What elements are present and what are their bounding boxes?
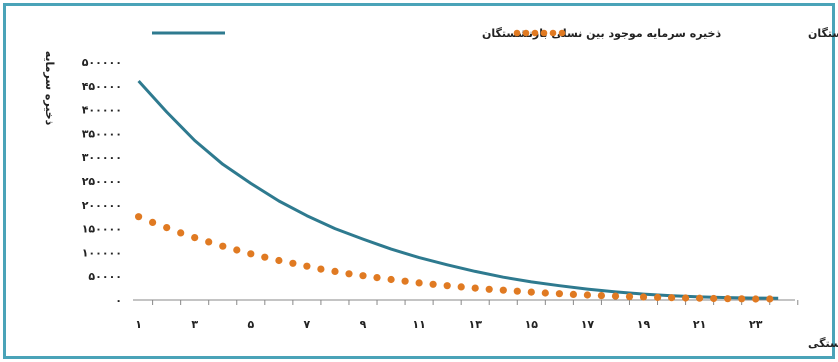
series-point-optimal: [569, 290, 578, 298]
series-point-optimal: [205, 238, 213, 246]
series-point-optimal: [247, 250, 255, 258]
x-ticks: ۱ ۳ ۵ ۷ ۹ ۱۱ ۱۳ ۱۵ ۱۷ ۱۹ ۲۱ ۲۳: [135, 300, 799, 331]
legend-swatch-dotted: [513, 29, 566, 37]
series-point-optimal: [387, 275, 395, 284]
x-tick-label: ۱: [135, 318, 142, 331]
series-point-optimal: [373, 274, 381, 282]
series-point-optimal: [513, 287, 521, 295]
series-point-optimal: [611, 292, 620, 300]
series-point-optimal: [149, 218, 157, 226]
series-point-optimal: [696, 294, 704, 302]
series-point-optimal: [738, 295, 746, 303]
series-point-optimal: [541, 289, 549, 297]
y-tick-label: ۴۰۰۰۰۰: [82, 104, 122, 117]
y-tick-label: ۲۰۰۰۰۰: [82, 199, 122, 212]
series-point-optimal: [485, 285, 493, 293]
y-tick-label: ۴۵۰۰۰۰: [82, 80, 122, 93]
legend: ذخیره سرمایه موجود بین نسلی بازنشستگان ذ…: [152, 27, 838, 40]
legend-dot: [549, 29, 557, 37]
series-point-optimal: [724, 295, 732, 303]
series-point-optimal: [766, 295, 774, 303]
x-tick-label: ۱۹: [637, 318, 651, 331]
series-point-optimal: [303, 262, 311, 270]
legend-dot: [540, 29, 548, 37]
series-point-optimal: [135, 213, 143, 221]
x-tick-label: ۱۵: [525, 318, 539, 331]
series-point-optimal: [401, 277, 409, 285]
series-point-optimal: [331, 267, 339, 275]
plot-area: [135, 79, 779, 303]
series-point-optimal: [625, 293, 634, 301]
series-point-optimal: [233, 246, 241, 254]
x-tick-label: ۹: [360, 318, 367, 331]
series-point-optimal: [682, 294, 690, 302]
x-tick-label: ۱۳: [469, 318, 483, 331]
series-point-optimal: [219, 242, 227, 250]
y-tick-label: ۲۵۰۰۰۰: [82, 175, 122, 188]
legend-label-optimal: ذخیره سرمایه بهینه بین نسلی بازنشستگان: [808, 27, 838, 40]
y-tick-label: ۱۰۰۰۰۰: [82, 246, 122, 259]
y-tick-label: ۰: [115, 294, 122, 307]
x-tick-label: ۱۷: [581, 318, 595, 331]
y-tick-label: ۳۵۰۰۰۰: [82, 127, 122, 140]
series-point-optimal: [345, 270, 353, 278]
series-point-optimal: [471, 284, 479, 292]
series-point-optimal: [555, 290, 564, 298]
y-tick-label: ۳۰۰۰۰۰: [82, 151, 122, 164]
series-point-optimal: [317, 265, 325, 273]
y-ticks: ۰ ۵۰۰۰۰ ۱۰۰۰۰۰ ۱۵۰۰۰۰ ۲۰۰۰۰۰ ۲۵۰۰۰۰ ۳۰۰۰۰۰ ۳۵۰۰…: [82, 56, 122, 307]
x-tick-label: ۲۳: [749, 318, 763, 331]
y-tick-label: ۱۵۰۰۰۰: [82, 223, 122, 236]
series-point-optimal: [177, 229, 185, 237]
series-point-optimal: [289, 259, 297, 267]
x-axis-label: مدت بازنشستگی: [808, 337, 838, 350]
y-tick-label: ۵۰۰۰۰۰: [82, 56, 122, 69]
series-point-optimal: [668, 294, 676, 302]
x-tick-label: ۲۱: [693, 318, 706, 331]
series-point-optimal: [275, 256, 283, 265]
series-point-optimal: [499, 286, 507, 294]
series-point-optimal: [639, 293, 648, 301]
series-point-optimal: [163, 224, 171, 232]
series-line-existing: [137, 79, 779, 300]
series-point-optimal: [359, 272, 367, 280]
series-point-optimal: [583, 291, 592, 299]
legend-dot: [558, 29, 566, 37]
series-point-optimal: [191, 234, 199, 242]
x-tick-label: ۷: [304, 318, 311, 331]
series-point-optimal: [457, 283, 465, 291]
x-tick-label: ۵: [247, 318, 254, 331]
x-tick-label: ۳: [191, 318, 198, 331]
series-point-optimal: [443, 282, 451, 290]
legend-dot: [531, 29, 539, 37]
legend-dot: [513, 29, 521, 37]
y-tick-label: ۵۰۰۰۰: [88, 270, 122, 283]
y-axis-label: ذخیره سرمایه: [43, 51, 56, 126]
series-point-optimal: [710, 294, 718, 303]
legend-dot: [522, 29, 530, 37]
series-point-optimal: [597, 292, 606, 300]
series-point-optimal: [261, 253, 269, 261]
series-point-optimal: [429, 280, 437, 288]
legend-label-existing: ذخیره سرمایه موجود بین نسلی بازنشستگان: [482, 27, 721, 40]
series-point-optimal: [654, 293, 662, 301]
series-point-optimal: [415, 279, 423, 287]
x-tick-label: ۱۱: [412, 318, 425, 331]
series-point-optimal: [752, 295, 760, 303]
series-point-optimal: [527, 288, 535, 296]
